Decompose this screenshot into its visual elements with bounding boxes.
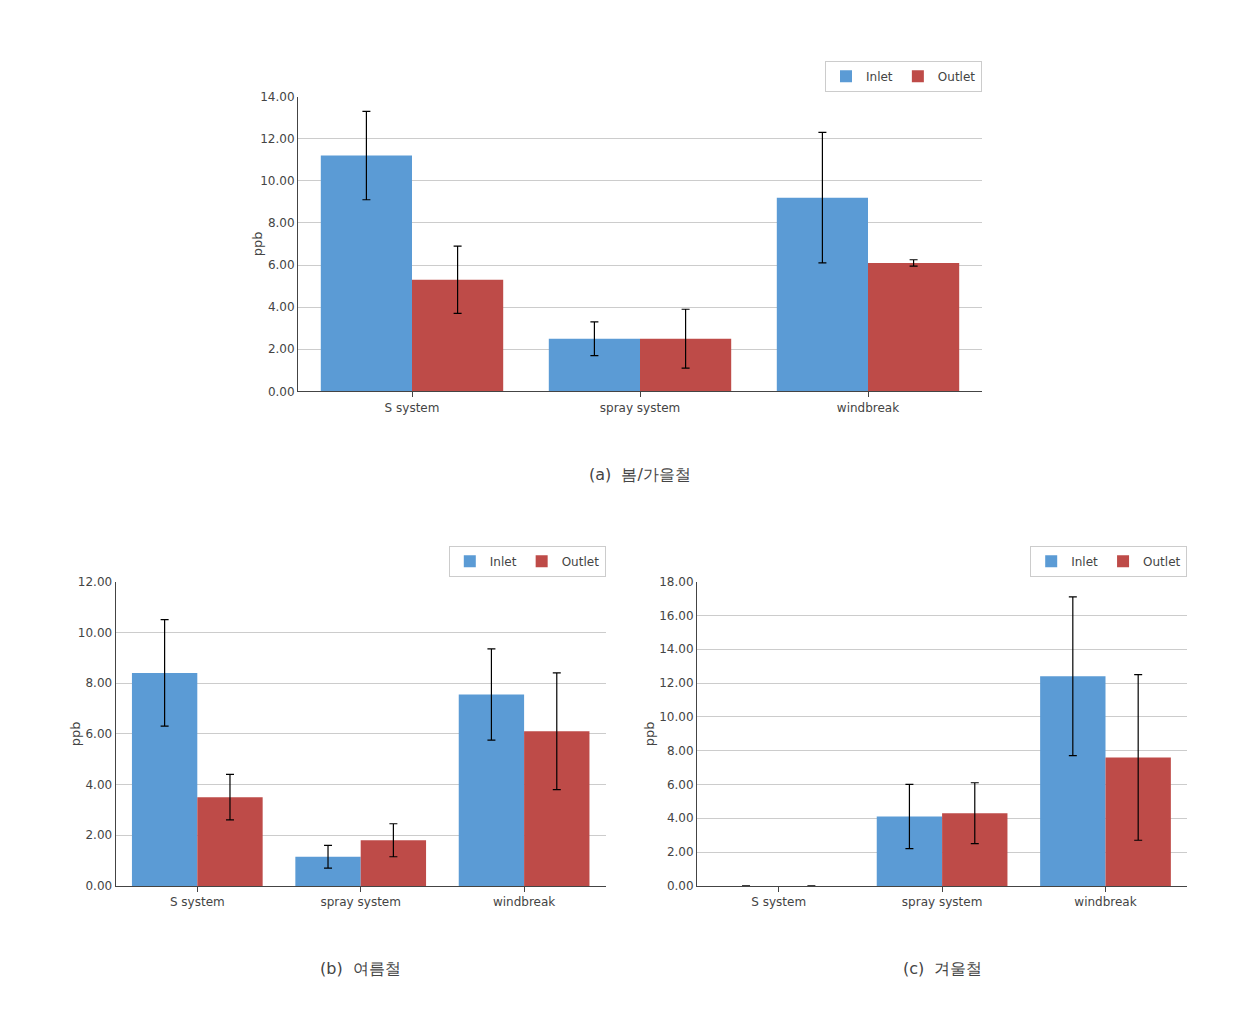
svg-text:14.00: 14.00: [260, 90, 294, 104]
svg-text:6.00: 6.00: [85, 727, 112, 741]
svg-text:4.00: 4.00: [667, 811, 694, 825]
svg-text:0.00: 0.00: [667, 879, 694, 893]
svg-text:windbreak: windbreak: [1074, 895, 1136, 909]
svg-text:8.00: 8.00: [667, 744, 694, 758]
svg-text:S system: S system: [385, 401, 440, 415]
svg-text:windbreak: windbreak: [837, 401, 899, 415]
svg-text:6.00: 6.00: [667, 778, 694, 792]
svg-text:2.00: 2.00: [268, 342, 295, 356]
svg-text:2.00: 2.00: [85, 828, 112, 842]
svg-text:spray system: spray system: [902, 895, 982, 909]
svg-text:8.00: 8.00: [268, 216, 295, 230]
svg-text:10.00: 10.00: [78, 626, 112, 640]
svg-text:10.00: 10.00: [659, 710, 693, 724]
svg-text:12.00: 12.00: [78, 575, 112, 589]
svg-text:4.00: 4.00: [85, 778, 112, 792]
svg-text:0.00: 0.00: [85, 879, 112, 893]
svg-text:(b) 여름철: (b) 여름철: [320, 959, 401, 978]
svg-text:Outlet: Outlet: [938, 70, 975, 84]
svg-text:4.00: 4.00: [268, 300, 295, 314]
svg-text:Inlet: Inlet: [490, 555, 517, 569]
svg-text:18.00: 18.00: [659, 575, 693, 589]
svg-text:12.00: 12.00: [659, 676, 693, 690]
svg-text:10.00: 10.00: [260, 174, 294, 188]
svg-text:0.00: 0.00: [268, 385, 295, 399]
svg-text:12.00: 12.00: [260, 132, 294, 146]
svg-text:Inlet: Inlet: [866, 70, 893, 84]
svg-text:windbreak: windbreak: [493, 895, 555, 909]
svg-text:spray system: spray system: [320, 895, 400, 909]
svg-text:(a) 봄/가을철: (a) 봄/가을철: [589, 465, 691, 484]
svg-text:S system: S system: [170, 895, 225, 909]
svg-text:ppb: ppb: [250, 232, 265, 257]
svg-text:spray system: spray system: [600, 401, 680, 415]
svg-text:Inlet: Inlet: [1071, 555, 1098, 569]
svg-text:8.00: 8.00: [85, 676, 112, 690]
svg-text:16.00: 16.00: [659, 609, 693, 623]
svg-text:6.00: 6.00: [268, 258, 295, 272]
svg-text:(c) 겨울철: (c) 겨울철: [903, 959, 982, 978]
svg-text:Outlet: Outlet: [1143, 555, 1180, 569]
svg-text:ppb: ppb: [68, 721, 83, 746]
svg-text:2.00: 2.00: [667, 845, 694, 859]
svg-text:14.00: 14.00: [659, 642, 693, 656]
svg-text:ppb: ppb: [642, 721, 657, 746]
svg-text:Outlet: Outlet: [562, 555, 599, 569]
svg-text:S system: S system: [751, 895, 806, 909]
